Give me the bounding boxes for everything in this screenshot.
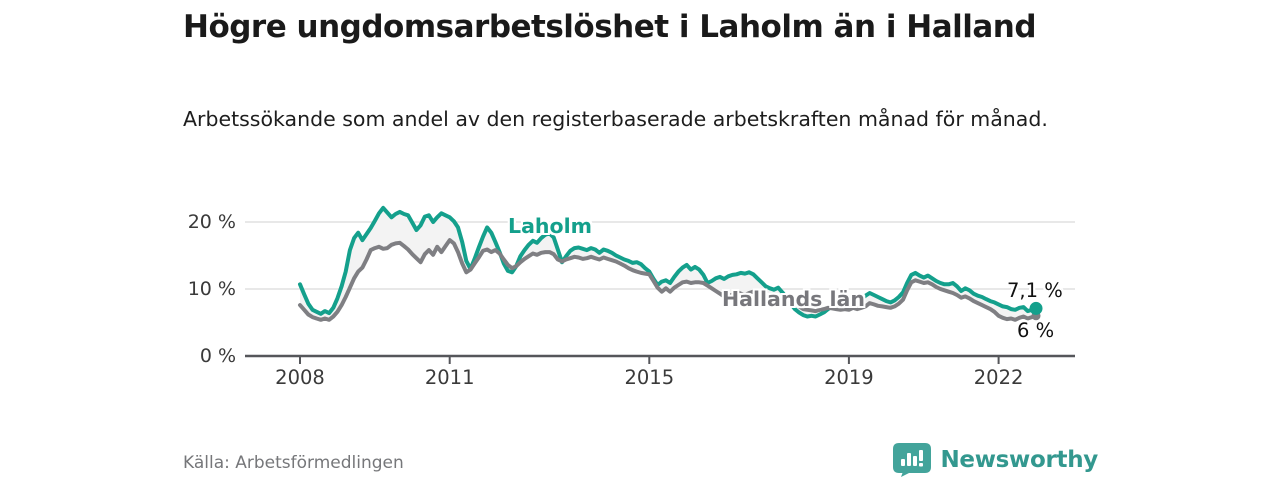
- y-tick-label: 20 %: [187, 211, 236, 233]
- newsworthy-logo[interactable]: Newsworthy: [893, 442, 1098, 478]
- newsworthy-wordmark: Newsworthy: [940, 447, 1098, 473]
- source-attribution: Källa: Arbetsförmedlingen: [183, 453, 404, 473]
- y-tick-label: 0 %: [199, 345, 236, 367]
- chart-subtitle: Arbetssökande som andel av den registerb…: [183, 107, 1048, 131]
- x-tick-label: 2015: [624, 366, 675, 389]
- x-tick-label: 2022: [973, 366, 1024, 389]
- x-tick-label: 2019: [824, 366, 874, 389]
- series-label-hallands-lan: Hallands län: [722, 287, 865, 311]
- x-tick-label: 2008: [275, 366, 325, 389]
- series-line-hallands-lan: [298, 238, 1038, 322]
- series-end-dot-laholm: [1029, 301, 1043, 315]
- end-value-label-laholm: 7,1 %: [1007, 279, 1063, 302]
- page-title: Högre ungdomsarbetslöshet i Laholm än i …: [183, 9, 1037, 45]
- series-line-laholm: [298, 205, 1038, 319]
- end-value-label-hallands-lan: 6 %: [1017, 319, 1055, 342]
- y-tick-label: 10 %: [187, 278, 236, 300]
- series-label-laholm: Laholm: [508, 214, 592, 238]
- series-band-fill: [300, 207, 1036, 320]
- x-tick-label: 2011: [424, 366, 475, 389]
- newsworthy-bubble-icon: [893, 443, 932, 477]
